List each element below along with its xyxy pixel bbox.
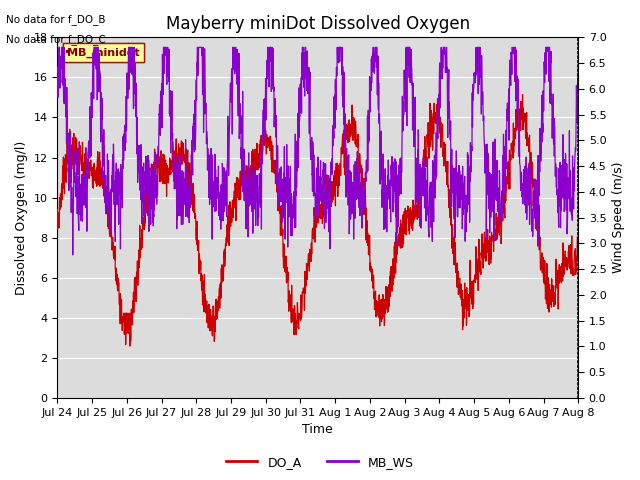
- Title: Mayberry miniDot Dissolved Oxygen: Mayberry miniDot Dissolved Oxygen: [166, 15, 470, 33]
- Legend: MB_minidot: MB_minidot: [63, 43, 145, 62]
- X-axis label: Time: Time: [303, 423, 333, 436]
- Y-axis label: Wind Speed (m/s): Wind Speed (m/s): [612, 162, 625, 274]
- Text: No data for f_DO_B: No data for f_DO_B: [6, 14, 106, 25]
- Text: No data for f_DO_C: No data for f_DO_C: [6, 34, 106, 45]
- Y-axis label: Dissolved Oxygen (mg/l): Dissolved Oxygen (mg/l): [15, 141, 28, 295]
- Legend: DO_A, MB_WS: DO_A, MB_WS: [221, 451, 419, 474]
